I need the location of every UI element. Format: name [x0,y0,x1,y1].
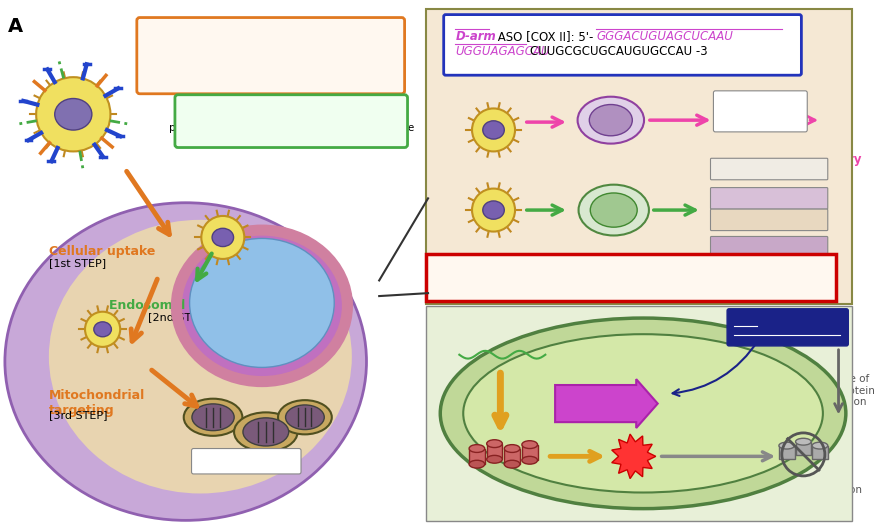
Text: GALA: Endosome escape device: GALA: Endosome escape device [180,106,403,119]
Text: KD of target mRNA: KD of target mRNA [554,396,688,409]
Text: R8: Cell-penetrating device: R8: Cell-penetrating device [175,28,366,40]
Ellipse shape [5,203,366,520]
Ellipse shape [278,400,332,434]
Text: ASO [COX II]: 5'-: ASO [COX II]: 5'- [493,30,597,43]
Ellipse shape [243,418,289,446]
Text: IMS: IMS [810,215,830,225]
Ellipse shape [463,334,823,493]
Text: Fusion with OM and IM: Fusion with OM and IM [511,227,662,240]
Text: [2nd STEP]: [2nd STEP] [148,313,209,322]
FancyBboxPatch shape [505,448,520,464]
Ellipse shape [176,230,348,381]
FancyBboxPatch shape [137,18,405,94]
Ellipse shape [505,445,520,452]
Text: Fusion with OM: Fusion with OM [527,137,630,150]
Text: Matrix delivery: Matrix delivery [761,153,861,166]
FancyBboxPatch shape [443,14,802,75]
Ellipse shape [470,460,484,468]
Ellipse shape [470,445,484,452]
Text: OM: OM [812,242,830,252]
Ellipse shape [192,404,234,430]
FancyArrow shape [555,379,658,428]
Ellipse shape [522,440,538,448]
Text: via micropinocytosis pathway: via micropinocytosis pathway [188,42,353,52]
Ellipse shape [49,220,352,494]
Polygon shape [611,434,656,479]
FancyBboxPatch shape [710,209,828,230]
Text: D-arm ASO [COX II]: D-arm ASO [COX II] [731,322,844,332]
FancyBboxPatch shape [779,446,795,459]
FancyBboxPatch shape [710,188,828,209]
FancyBboxPatch shape [192,448,301,474]
Text: Mitochondrial targeting device: Mitochondrial targeting device [163,54,378,67]
FancyBboxPatch shape [522,445,538,460]
Text: COX II mRNA: COX II mRNA [462,338,533,348]
Text: Mitochondrial
targeting: Mitochondrial targeting [49,389,145,417]
Text: [1st STEP]: [1st STEP] [49,258,106,268]
Ellipse shape [234,412,298,452]
Ellipse shape [184,398,243,436]
Ellipse shape [505,460,520,468]
Ellipse shape [94,322,111,337]
Ellipse shape [483,121,505,139]
Text: Endosomal escape: Endosomal escape [110,300,239,312]
Ellipse shape [577,97,644,144]
FancyBboxPatch shape [710,159,828,180]
FancyBboxPatch shape [795,442,811,455]
Ellipse shape [487,455,502,463]
FancyBboxPatch shape [426,9,852,304]
Ellipse shape [483,201,505,219]
Text: Mitochondria: Mitochondria [206,455,287,468]
Text: pH-sensitive and membrane-fusogenic peptide: pH-sensitive and membrane-fusogenic pept… [168,123,413,133]
FancyBboxPatch shape [812,446,828,459]
Text: Matrix: Matrix [795,164,830,174]
Text: Translation: Translation [470,383,531,393]
FancyBboxPatch shape [175,95,407,147]
FancyBboxPatch shape [713,91,808,132]
Text: UGGUAGAGCAU: UGGUAGAGCAU [456,45,550,58]
FancyBboxPatch shape [426,254,836,301]
Circle shape [472,188,515,231]
Text: via electrostatic interaction: via electrostatic interaction [194,68,348,78]
Text: B: B [434,19,449,38]
Ellipse shape [812,442,828,449]
FancyBboxPatch shape [727,309,848,346]
Ellipse shape [487,440,502,447]
Text: D-arm: D-arm [456,30,496,43]
Ellipse shape [795,438,811,445]
Ellipse shape [590,104,632,136]
Text: C: C [434,315,449,335]
Ellipse shape [522,456,538,464]
Circle shape [85,312,120,347]
Ellipse shape [286,405,324,429]
Text: Function: Function [606,451,661,461]
Text: A: A [8,16,23,36]
Ellipse shape [54,98,92,130]
Ellipse shape [441,318,846,509]
Text: Mitochondrial fusogenic lipid envelope: Mitochondrial fusogenic lipid envelope [485,271,777,284]
Ellipse shape [212,228,234,246]
Text: GGGACUGUAGCUCAAU: GGGACUGUAGCUCAAU [597,30,733,43]
FancyBboxPatch shape [426,306,852,521]
Text: Depression of function: Depression of function [745,485,862,495]
FancyBboxPatch shape [487,444,502,459]
Text: Complex IV
containing
COX II protein: Complex IV containing COX II protein [463,486,544,519]
Ellipse shape [779,442,795,449]
Circle shape [201,216,244,259]
Ellipse shape [578,185,649,236]
FancyBboxPatch shape [470,448,484,464]
Text: Decrease of
COX II protein
expression: Decrease of COX II protein expression [802,374,874,408]
Text: IM: IM [818,193,830,203]
Text: D-arm import
machinery: D-arm import machinery [725,101,795,122]
Ellipse shape [590,193,637,227]
Circle shape [36,77,110,152]
FancyBboxPatch shape [710,236,828,258]
Ellipse shape [189,238,335,368]
Text: Cellular uptake: Cellular uptake [49,245,155,257]
Text: [3rd STEP]: [3rd STEP] [49,410,108,420]
Circle shape [472,109,515,152]
Text: CUUGCGCUGCAUGUGCCAU -3: CUUGCGCUGCAUGUGCCAU -3 [530,45,707,58]
